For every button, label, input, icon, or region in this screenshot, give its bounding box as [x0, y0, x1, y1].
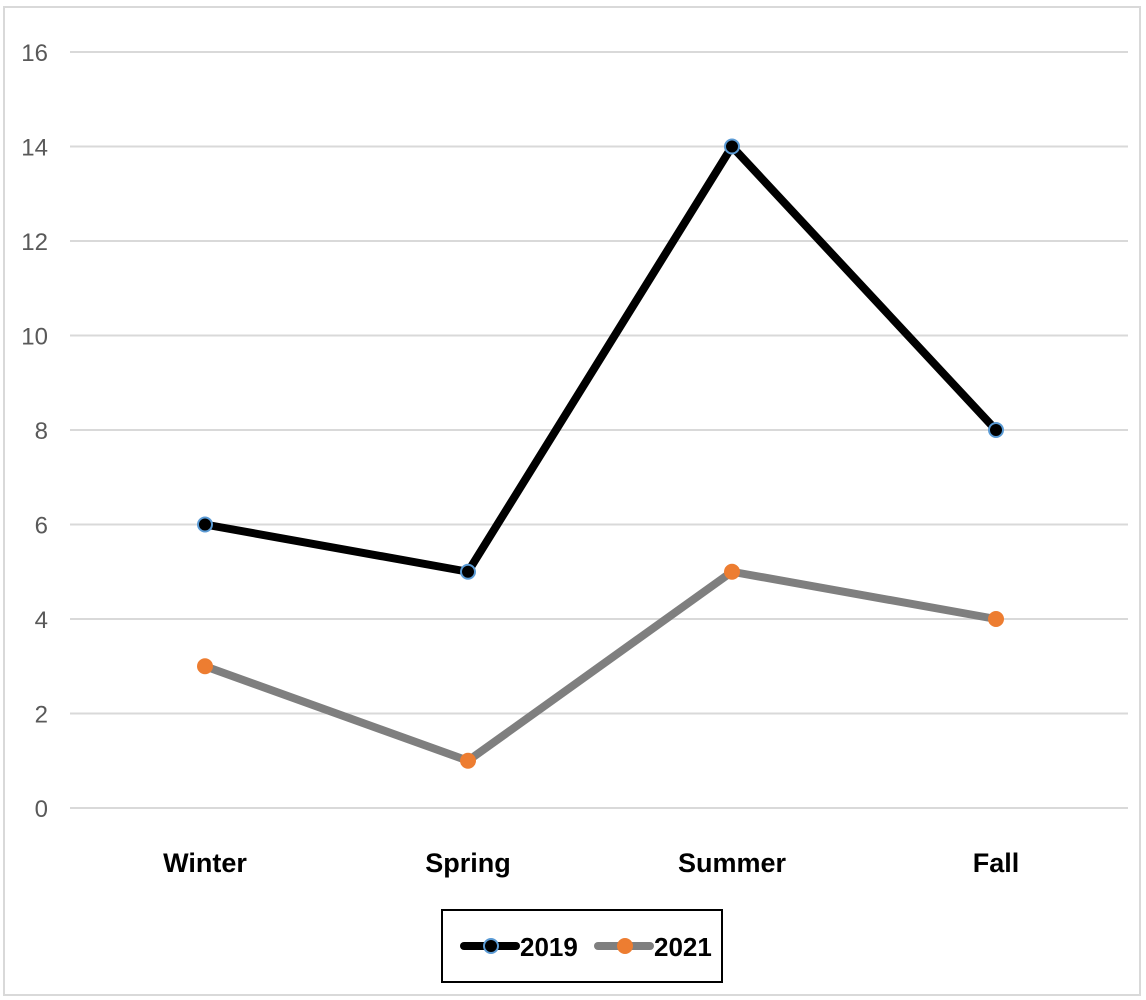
data-point-2019	[460, 563, 476, 580]
data-point-2019	[988, 422, 1004, 438]
series-markers	[197, 138, 1004, 769]
y-axis-ticks: 0 2 4 6 8 10 12 14 16	[21, 40, 48, 823]
x-category-label: Winter	[163, 848, 247, 878]
y-tick-label: 2	[35, 702, 48, 729]
x-category-label: Summer	[678, 848, 787, 878]
y-tick-label: 6	[35, 513, 48, 540]
series-lines	[201, 142, 1000, 765]
y-tick-label: 10	[21, 324, 48, 351]
y-tick-label: 16	[21, 40, 48, 67]
y-tick-label: 12	[21, 229, 48, 256]
series-line-2019	[201, 142, 1000, 576]
x-category-label: Spring	[425, 848, 511, 878]
data-point-2019	[724, 138, 740, 155]
data-point-2019	[197, 516, 213, 533]
y-tick-label: 14	[21, 135, 48, 162]
chart-frame	[3, 6, 1141, 996]
data-point-2021	[460, 752, 476, 769]
y-tick-label: 4	[35, 607, 48, 634]
y-tick-label: 8	[35, 418, 48, 445]
data-point-2021	[988, 611, 1004, 627]
legend-label: 2021	[654, 932, 712, 962]
x-category-label: Fall	[973, 848, 1020, 878]
legend: 2019 2021	[441, 909, 723, 983]
data-point-2021	[197, 658, 213, 675]
legend-marker-2019	[483, 938, 499, 954]
data-point-2021	[724, 563, 740, 580]
gridlines	[70, 51, 1128, 809]
legend-marker-2021	[617, 938, 633, 954]
series-line-2021	[201, 567, 1000, 765]
legend-label: 2019	[520, 932, 578, 962]
y-tick-label: 0	[35, 796, 48, 823]
x-axis-categories: Winter Spring Summer Fall	[163, 848, 1019, 878]
